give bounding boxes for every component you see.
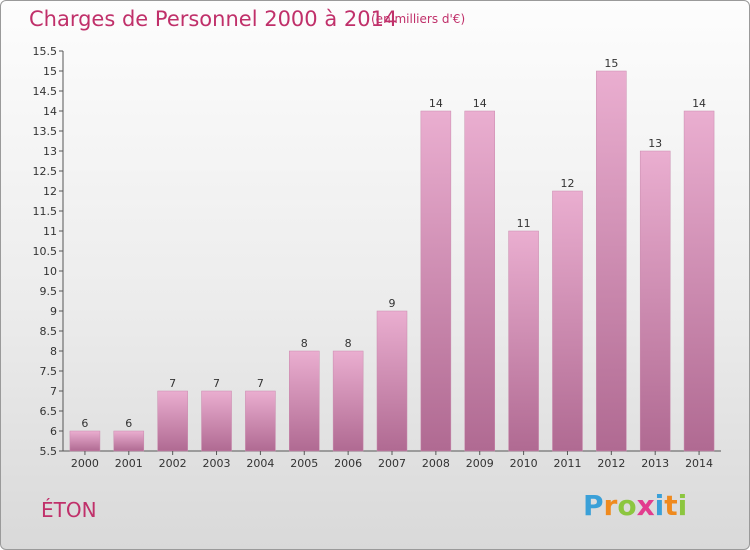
y-tick-label: 12.5 (33, 165, 58, 178)
y-tick-label: 8 (50, 345, 57, 358)
logo-letter: x (636, 489, 655, 522)
y-tick-label: 6 (50, 425, 57, 438)
bar-value-label: 8 (301, 337, 308, 350)
bar (69, 430, 101, 452)
bar (157, 390, 188, 452)
x-tick-label: 2009 (466, 457, 494, 470)
bar (332, 350, 364, 452)
logo-letter: t (664, 489, 678, 522)
bar-value-label: 14 (692, 97, 706, 110)
bar (289, 350, 320, 452)
bar-value-label: 13 (648, 137, 662, 150)
x-tick-label: 2006 (334, 457, 362, 470)
bar (552, 190, 583, 452)
y-tick-label: 10 (43, 265, 57, 278)
y-tick-label: 8.5 (40, 325, 58, 338)
bar-value-label: 6 (125, 417, 132, 430)
bar-value-label: 15 (604, 57, 618, 70)
x-tick-label: 2012 (597, 457, 625, 470)
y-tick-label: 15 (43, 65, 57, 78)
x-tick-label: 2014 (685, 457, 713, 470)
bar-value-label: 14 (473, 97, 487, 110)
bar (596, 70, 627, 452)
y-tick-label: 12 (43, 185, 57, 198)
logo-letter: i (677, 489, 688, 522)
bar-value-label: 7 (213, 377, 220, 390)
y-tick-label: 9 (50, 305, 57, 318)
bar (508, 230, 539, 452)
x-tick-label: 2003 (203, 457, 231, 470)
bar (639, 150, 671, 452)
logo-letter: o (617, 489, 637, 522)
bar-value-label: 8 (345, 337, 352, 350)
x-tick-label: 2005 (290, 457, 318, 470)
y-tick-label: 9.5 (40, 285, 58, 298)
y-tick-label: 13 (43, 145, 57, 158)
bar-value-label: 9 (389, 297, 396, 310)
bar (376, 310, 408, 452)
y-tick-label: 13.5 (33, 125, 58, 138)
y-tick-label: 7.5 (40, 365, 58, 378)
bar-value-label: 14 (429, 97, 443, 110)
bar-value-label: 12 (560, 177, 574, 190)
bar (201, 390, 232, 452)
x-tick-label: 2004 (246, 457, 274, 470)
y-tick-label: 14 (43, 105, 57, 118)
place-name: ÉTON (41, 498, 97, 522)
x-tick-label: 2010 (510, 457, 538, 470)
bar-value-label: 6 (81, 417, 88, 430)
chart-title: Charges de Personnel 2000 à 2014 (29, 7, 398, 31)
y-tick-label: 11.5 (33, 205, 58, 218)
bar (420, 110, 452, 452)
x-tick-label: 2002 (159, 457, 187, 470)
chart-subtitle: (en milliers d'€) (371, 12, 466, 26)
x-tick-label: 2011 (553, 457, 581, 470)
bar (245, 390, 276, 452)
bar (464, 110, 495, 452)
y-tick-label: 14.5 (33, 85, 58, 98)
logo-letter: r (603, 489, 618, 522)
logo-letter: i (654, 489, 665, 522)
logo-letter: P (583, 489, 604, 522)
y-tick-label: 5.5 (40, 445, 58, 458)
x-tick-label: 2001 (115, 457, 143, 470)
x-tick-label: 2013 (641, 457, 669, 470)
bar-value-label: 7 (169, 377, 176, 390)
y-tick-label: 6.5 (40, 405, 58, 418)
bar (683, 110, 715, 452)
x-tick-label: 2008 (422, 457, 450, 470)
proxiti-logo: Proxiti (583, 489, 687, 522)
bar (113, 430, 145, 452)
y-tick-label: 7 (50, 385, 57, 398)
x-tick-label: 2007 (378, 457, 406, 470)
y-tick-label: 15.5 (33, 45, 58, 58)
bar-value-label: 7 (257, 377, 264, 390)
x-tick-label: 2000 (71, 457, 99, 470)
y-tick-label: 10.5 (33, 245, 58, 258)
bar-value-label: 11 (517, 217, 531, 230)
y-tick-label: 11 (43, 225, 57, 238)
